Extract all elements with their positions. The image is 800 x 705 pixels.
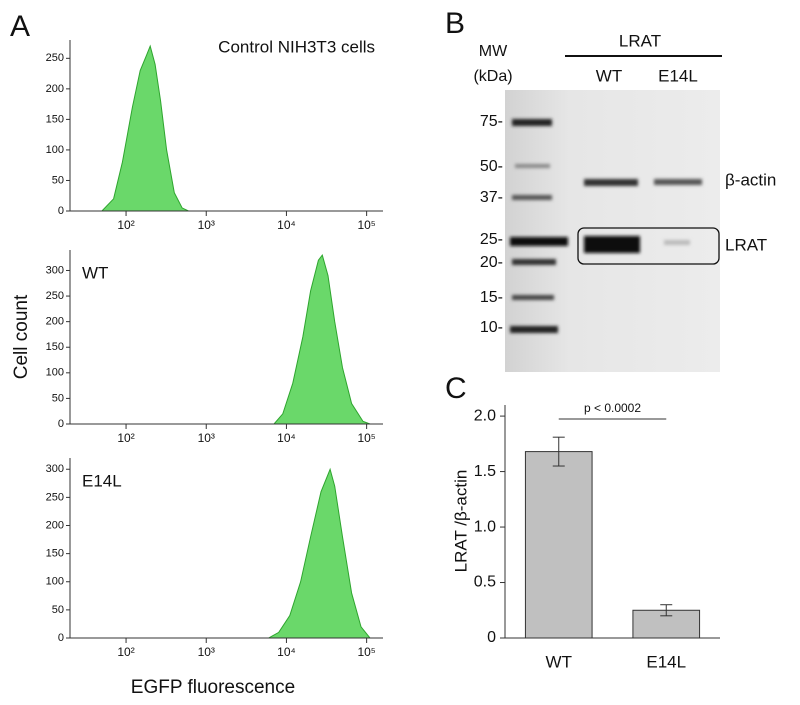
histogram-area — [272, 253, 371, 425]
lane-group-label: LRAT — [619, 31, 661, 50]
lrat-box — [577, 227, 720, 265]
y-tick-label: 1.5 — [474, 463, 496, 480]
y-tick-label: 0 — [58, 632, 64, 644]
band-label: LRAT — [725, 235, 767, 254]
mw-marker: 10- — [480, 319, 503, 336]
histogram-area — [100, 44, 189, 212]
y-tick-label: 100 — [46, 367, 64, 379]
x-tick-label: 10⁵ — [357, 431, 375, 445]
x-tick-label: 10³ — [198, 645, 215, 659]
y-tick-label: 0.5 — [474, 574, 496, 591]
x-tick-label: 10⁴ — [277, 218, 296, 232]
panel-label: A — [10, 10, 30, 43]
x-tick-label: 10² — [117, 645, 134, 659]
y-tick-label: 200 — [46, 83, 64, 95]
mw-marker: 75- — [480, 113, 503, 130]
x-tick-label: E14L — [646, 652, 686, 671]
x-tick-label: 10⁵ — [357, 645, 375, 659]
x-tick-label: 10⁵ — [357, 218, 375, 232]
mw-unit: (kDa) — [473, 68, 512, 85]
y-tick-label: 50 — [52, 392, 64, 404]
error-bar — [552, 436, 565, 467]
y-axis-label: LRAT /β-actin — [451, 470, 470, 573]
lane-label: WT — [596, 66, 622, 85]
mw-marker: 25- — [480, 231, 503, 248]
chart-title: WT — [82, 263, 108, 282]
y-axis-label: Cell count — [11, 294, 32, 379]
y-tick-label: 150 — [46, 548, 64, 560]
annotation: p < 0.0002 — [584, 401, 641, 415]
chart-title: Control NIH3T3 cells — [218, 37, 375, 56]
x-tick-label: WT — [546, 652, 572, 671]
y-tick-label: 0 — [58, 418, 64, 430]
y-tick-label: 300 — [46, 463, 64, 475]
mw-marker: 15- — [480, 289, 503, 306]
y-tick-label: 100 — [46, 144, 64, 156]
x-tick-label: 10³ — [198, 431, 215, 445]
y-tick-label: 2.0 — [474, 407, 496, 424]
ladder — [510, 119, 568, 333]
mw-marker: 50- — [480, 158, 503, 175]
y-tick-label: 1.0 — [474, 518, 496, 535]
mw-marker: 37- — [480, 189, 503, 206]
x-axis-label: EGFP fluorescence — [131, 677, 295, 698]
x-tick-label: 10² — [117, 218, 134, 232]
x-tick-label: 10³ — [198, 218, 215, 232]
y-tick-label: 50 — [52, 174, 64, 186]
blot-membrane — [505, 90, 720, 372]
y-tick-label: 300 — [46, 264, 64, 276]
x-tick-label: 10² — [117, 431, 134, 445]
x-tick-label: 10⁴ — [277, 431, 296, 445]
lane-label: E14L — [658, 66, 698, 85]
x-tick-label: 10⁴ — [277, 645, 296, 659]
y-tick-label: 50 — [52, 604, 64, 616]
y-tick-label: 250 — [46, 491, 64, 503]
chart-title: E14L — [82, 471, 122, 490]
y-tick-label: 200 — [46, 316, 64, 328]
y-tick-label: 0 — [487, 629, 496, 646]
y-tick-label: 250 — [46, 290, 64, 302]
histogram-area — [266, 467, 372, 639]
y-tick-label: 200 — [46, 519, 64, 531]
bar — [524, 451, 593, 639]
panel-label: C — [445, 372, 467, 405]
mw-label: MW — [479, 43, 508, 60]
y-tick-label: 100 — [46, 576, 64, 588]
error-bar — [660, 604, 673, 617]
sample-bands — [584, 179, 702, 253]
mw-marker: 20- — [480, 254, 503, 271]
y-tick-label: 150 — [46, 113, 64, 125]
y-tick-label: 0 — [58, 205, 64, 217]
panel-label: B — [445, 7, 465, 40]
blot — [505, 55, 722, 372]
y-tick-label: 150 — [46, 341, 64, 353]
y-tick-label: 250 — [46, 52, 64, 64]
band-label: β-actin — [725, 170, 776, 189]
